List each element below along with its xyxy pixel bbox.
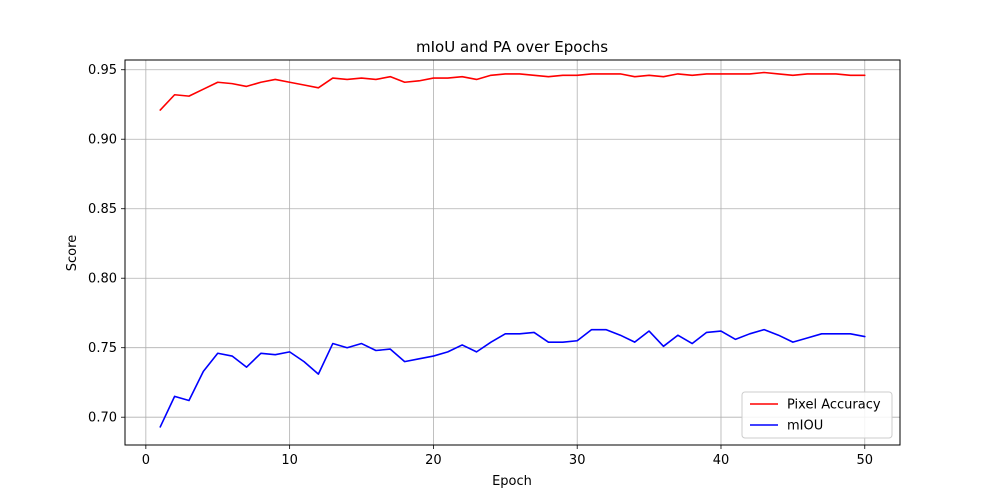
x-tick-label: 0 [142, 453, 150, 468]
y-tick-label: 0.80 [88, 272, 117, 287]
y-tick-label: 0.95 [88, 63, 117, 78]
series-layer [159, 71, 866, 428]
legend-box [741, 391, 893, 439]
y-axis: 0.70 0.75 0.80 0.85 0.90 0.95 [88, 63, 125, 426]
x-axis-label: Epoch [492, 474, 532, 489]
y-tick-label: 0.85 [88, 202, 117, 217]
grid-lines [125, 60, 900, 445]
legend-label: Pixel Accuracy [787, 398, 881, 413]
x-tick-label: 50 [856, 453, 873, 468]
legend: Pixel Accuracy mIOU [741, 391, 893, 439]
x-tick-label: 20 [425, 453, 442, 468]
series-line-pixel-accuracy [159, 71, 866, 111]
legend-label: mIOU [787, 419, 823, 434]
y-tick-label: 0.70 [88, 411, 117, 426]
series-line-miou [159, 328, 866, 428]
x-tick-label: 10 [281, 453, 298, 468]
plot-frame [124, 59, 901, 446]
y-tick-label: 0.75 [88, 341, 117, 356]
x-tick-label: 40 [713, 453, 730, 468]
chart-title: mIoU and PA over Epochs [416, 38, 608, 56]
x-axis: 0 10 20 30 40 50 [142, 445, 873, 468]
x-tick-label: 30 [569, 453, 586, 468]
y-axis-label: Score [65, 235, 80, 271]
y-tick-label: 0.90 [88, 133, 117, 148]
